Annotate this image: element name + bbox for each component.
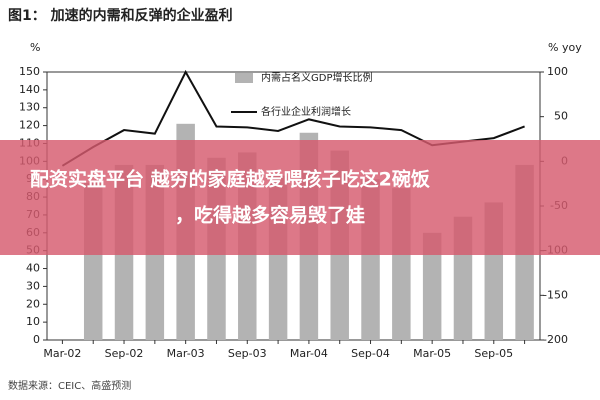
chart-title: 图1： 加速的内需和反弹的企业盈利 xyxy=(8,7,233,24)
y-axis-label: % xyxy=(30,41,40,54)
banner-text: ，吃得越多容易毁了娃 xyxy=(175,204,365,227)
banner-text: 配资实盘平台 越穷的家庭越爱喂孩子吃这2碗饭 xyxy=(30,168,430,191)
y-tick-label: 10 xyxy=(26,315,40,328)
x-tick-label: Sep-02 xyxy=(105,347,144,360)
y-tick-label: 140 xyxy=(19,83,40,96)
y-tick-label: 150 xyxy=(19,65,40,78)
y-tick-label: 130 xyxy=(19,101,40,114)
legend-label: 内需占名义GDP增长比例 xyxy=(261,71,372,84)
x-tick-label: Sep-03 xyxy=(228,347,267,360)
x-tick-label: Sep-05 xyxy=(474,347,513,360)
y-tick-label: 40 xyxy=(26,262,40,275)
y-tick-label: 30 xyxy=(26,279,40,292)
y2-tick-label: 50 xyxy=(554,110,568,123)
legend-swatch xyxy=(235,73,253,83)
y-tick-label: 20 xyxy=(26,297,40,310)
y2-axis-label: % yoy xyxy=(548,41,582,54)
x-tick-label: Sep-04 xyxy=(351,347,390,360)
y2-tick-label: -150 xyxy=(543,288,568,301)
x-tick-label: Mar-02 xyxy=(43,347,81,360)
source: 数据来源：CEIC、高盛预测 xyxy=(8,379,131,392)
x-tick-label: Mar-04 xyxy=(290,347,328,360)
y2-tick-label: -200 xyxy=(543,333,568,346)
y-tick-label: 0 xyxy=(33,333,40,346)
y2-tick-label: 100 xyxy=(547,65,568,78)
legend-label: 各行业企业利润增长 xyxy=(261,105,351,118)
banner-bg xyxy=(0,140,600,255)
y-tick-label: 120 xyxy=(19,119,40,132)
x-tick-label: Mar-05 xyxy=(413,347,451,360)
x-tick-label: Mar-03 xyxy=(167,347,205,360)
bar xyxy=(422,232,442,340)
